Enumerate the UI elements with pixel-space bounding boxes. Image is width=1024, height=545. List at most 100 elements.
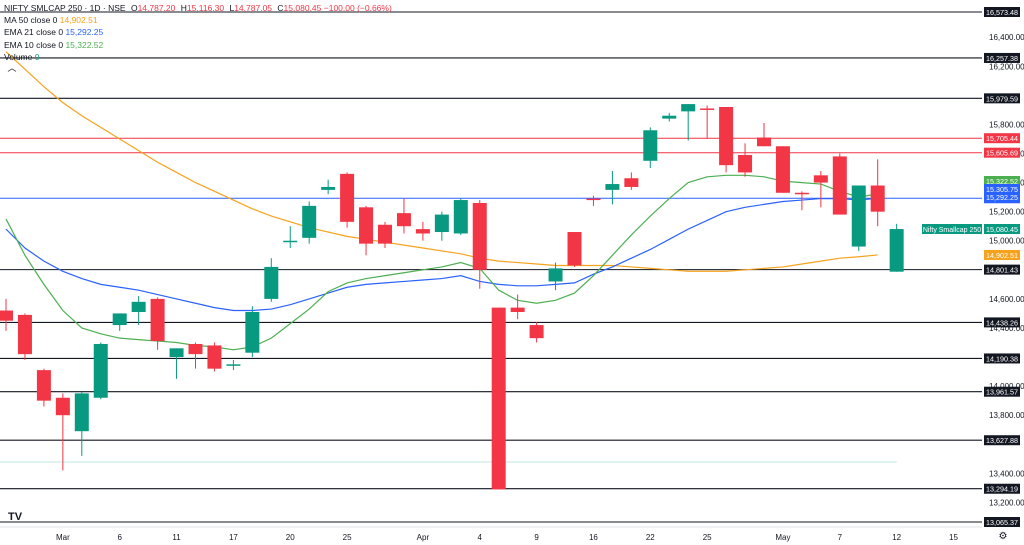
candle-body — [226, 364, 241, 366]
indicator-price-badge-bg — [984, 224, 1020, 234]
legend-symbol-row: NIFTY SMLCAP 250 · 1D · NSE O14,787.20 H… — [4, 2, 392, 14]
indicator-price-badge: 15,080.45 — [984, 224, 1020, 234]
level-price-badge: 13,065.37 — [984, 517, 1020, 527]
candle-body — [624, 178, 639, 187]
indicator-price-badge-bg — [984, 192, 1020, 202]
price-tick-label: 14,400.00 — [989, 324, 1024, 333]
candle-body — [643, 130, 658, 161]
price-tick-label: 16,400.00 — [989, 33, 1024, 42]
level-price-badge-text: 14,190.38 — [986, 354, 1018, 363]
price-tick-label: 14,000.00 — [989, 382, 1024, 391]
candle-body — [93, 343, 108, 398]
date-tick-label: 4 — [478, 533, 483, 542]
level-price-badge-bg — [984, 353, 1020, 364]
indicator-price-badge-bg — [984, 176, 1020, 186]
candle-body — [434, 214, 449, 233]
level-price-badge: 13,627.88 — [984, 435, 1020, 446]
candle-body — [586, 198, 601, 201]
price-tick-label: 15,000.00 — [989, 237, 1024, 246]
candle-body — [813, 175, 828, 183]
candle-body — [794, 192, 809, 195]
last-price-tag-text: Nifty Smallcap 250 — [923, 227, 981, 234]
level-price-badge-bg — [984, 317, 1020, 328]
candle-body — [662, 115, 677, 119]
indicator-price-badge-text: 15,322.52 — [986, 177, 1018, 186]
close-value: 15,080.45 — [283, 3, 322, 13]
candle-body — [396, 213, 411, 227]
candle-body — [264, 266, 279, 299]
candle-body — [548, 268, 563, 282]
level-price-badge: 14,438.26 — [984, 317, 1020, 328]
candle-body — [302, 205, 317, 238]
price-tick-label: 15,200.00 — [989, 208, 1024, 217]
candle-body — [832, 156, 847, 215]
candle-body — [150, 298, 165, 342]
price-tick-label: 13,800.00 — [989, 411, 1024, 420]
candle-body — [851, 185, 866, 247]
level-price-badge-text: 15,705.44 — [986, 134, 1018, 143]
level-price-badge-bg — [984, 386, 1020, 397]
ema21-value: 15,292.25 — [65, 27, 104, 38]
level-price-badge: 15,979.59 — [984, 93, 1020, 104]
indicator-price-badge-bg — [984, 250, 1020, 260]
level-price-badge: 16,573.48 — [984, 7, 1020, 17]
candle-body — [775, 146, 790, 193]
candle-body — [359, 207, 374, 244]
chevron-up-icon[interactable]: ︿ — [7, 63, 17, 73]
level-price-badge-bg — [984, 517, 1020, 527]
candle-body — [529, 325, 544, 339]
candle-body — [738, 154, 753, 173]
legend-ema21-row[interactable]: EMA 21 close 0 15,292.25 — [4, 26, 392, 38]
candle-body — [112, 313, 127, 326]
level-price-badge: 13,294.19 — [984, 483, 1020, 494]
date-tick-label: 20 — [286, 533, 295, 542]
date-tick-label: 9 — [534, 533, 539, 542]
candle-body — [700, 108, 715, 110]
indicator-price-badge: 15,322.52 — [984, 176, 1020, 186]
indicator-price-badge-text: 14,902.51 — [986, 251, 1018, 260]
series-line-1 — [5, 197, 878, 312]
candle-body — [415, 229, 430, 234]
low-label: L — [229, 3, 235, 13]
candle-body — [131, 301, 146, 312]
level-price-badge-bg — [984, 93, 1020, 104]
level-price-badge: 14,190.38 — [984, 353, 1020, 364]
date-tick-label: 11 — [172, 533, 181, 542]
tradingview-logo-icon[interactable]: TV — [8, 511, 23, 523]
date-tick-label: Mar — [56, 533, 70, 542]
level-price-badge-text: 14,801.43 — [986, 266, 1018, 275]
candle-body — [169, 348, 184, 358]
level-price-badge-text: 14,438.26 — [986, 318, 1018, 327]
candle-body — [719, 107, 734, 166]
low-value: 14,787.05 — [234, 3, 273, 13]
candle-body — [74, 393, 89, 432]
legend-ema10-row[interactable]: EMA 10 close 0 15,322.52 — [4, 39, 392, 51]
price-tick-label: 13,200.00 — [989, 498, 1024, 507]
level-price-badge-text: 13,294.19 — [986, 485, 1018, 494]
candle-body — [472, 202, 487, 270]
candle-body — [453, 200, 468, 234]
level-price-badge-bg — [984, 7, 1020, 17]
candle-body — [283, 240, 298, 243]
gear-icon[interactable]: ⚙ — [998, 531, 1008, 542]
candle-body — [36, 370, 51, 401]
level-price-badge-bg — [984, 133, 1020, 144]
legend-volume-row[interactable]: Volume 0 — [4, 51, 392, 63]
level-price-badge: 14,801.43 — [984, 264, 1020, 275]
candle-body — [0, 310, 13, 321]
candle-body — [870, 185, 885, 212]
indicator-price-badge: 15,305.75 — [984, 184, 1020, 194]
change-value: −100.00 (−0.66%) — [323, 3, 392, 13]
symbol-title[interactable]: NIFTY SMLCAP 250 · 1D · NSE — [4, 3, 126, 13]
last-price-tag-bg — [922, 224, 982, 234]
level-price-badge-bg — [984, 435, 1020, 446]
ema10-label: EMA 10 close 0 — [4, 39, 64, 50]
volume-value: 0 — [34, 51, 40, 62]
date-tick-label: 25 — [703, 533, 712, 542]
price-tick-label: 14,600.00 — [989, 295, 1024, 304]
level-price-badge-text: 13,627.88 — [986, 436, 1018, 445]
legend-ma50-row[interactable]: MA 50 close 0 14,902.51 — [4, 14, 392, 26]
candle-body — [681, 104, 696, 112]
candle-body — [510, 307, 525, 312]
